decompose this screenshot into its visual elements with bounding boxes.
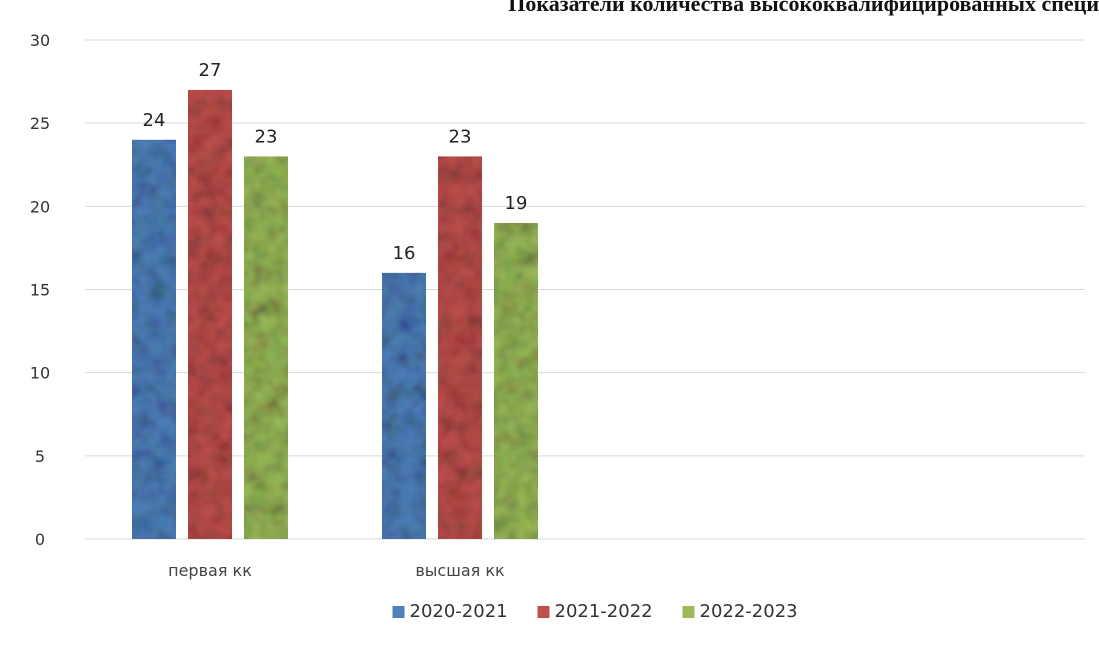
legend-swatch [537,606,550,618]
legend-label: 2022-2023 [700,601,798,622]
y-tick-label: 25 [30,114,50,133]
legend-swatch [682,606,695,618]
x-category-label: первая кк [168,561,252,580]
data-labels: 24 27 23 16 23 19 [143,60,528,264]
y-tick-label: 20 [30,197,50,216]
y-tick-label: 5 [35,447,45,466]
x-category-label: высшая кк [415,561,505,580]
y-axis-ticks: 0 5 10 15 20 25 30 [30,31,50,549]
y-tick-label: 0 [35,530,45,549]
bar [188,89,232,540]
bar [244,156,288,539]
bars [132,89,538,540]
data-label: 23 [449,126,472,147]
legend-label: 2021-2022 [555,601,653,622]
x-axis-categories: первая кк высшая кк [168,561,505,580]
legend-swatch [392,606,405,618]
bar [438,156,482,539]
bar [494,222,538,539]
legend-label: 2020-2021 [410,601,508,622]
y-tick-label: 10 [30,364,50,383]
data-label: 16 [393,243,416,264]
data-label: 23 [255,126,278,147]
data-label: 27 [199,60,222,81]
legend: 2020-2021 2021-2022 2022-2023 [392,601,798,622]
bar [382,272,426,539]
gridlines [85,39,1085,540]
y-tick-label: 15 [30,281,50,300]
bar [132,139,176,540]
data-label: 24 [143,110,166,131]
chart-title: Показатели количества высококвалифициров… [508,0,1099,16]
data-label: 19 [505,193,528,214]
y-tick-label: 30 [30,31,50,50]
